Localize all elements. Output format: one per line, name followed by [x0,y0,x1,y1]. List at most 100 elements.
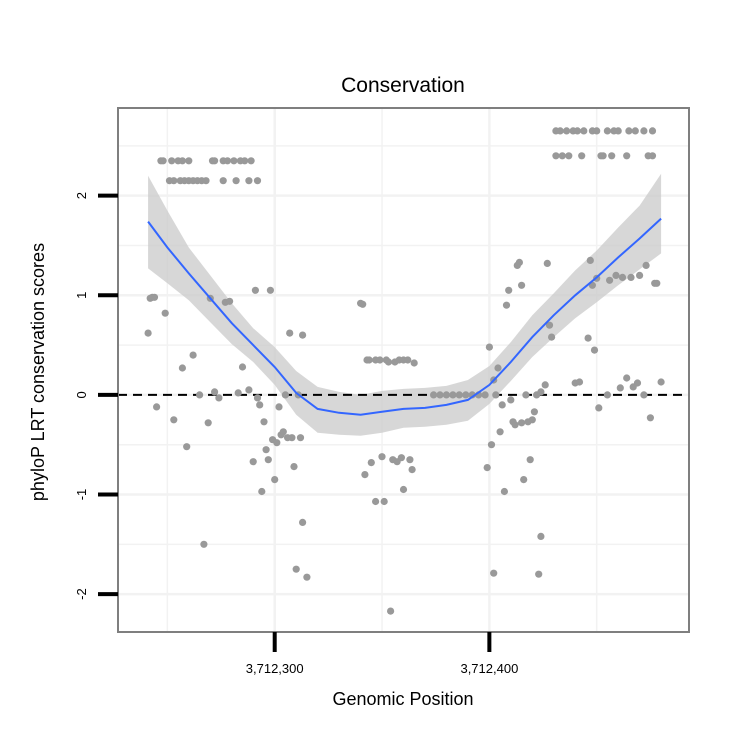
score-point [253,394,262,402]
score-point [288,434,296,442]
score-point [144,329,152,337]
score-point [410,359,418,367]
score-point [290,463,298,471]
score-point [275,403,283,411]
score-point [406,456,414,464]
score-point [226,297,234,305]
score-point [573,127,582,135]
score-point [522,391,530,399]
score-point [262,446,270,454]
x-tick-label: 3,712,300 [246,661,304,676]
score-point [161,309,169,317]
score-point [614,127,622,135]
score-point [361,471,369,479]
score-point [530,408,539,416]
score-point [518,281,526,289]
score-point [189,351,197,359]
score-point [507,396,515,404]
score-point [608,152,616,160]
score-point [586,256,594,264]
score-point [245,177,253,185]
score-point [636,271,644,279]
score-point [462,391,470,399]
score-point [631,127,639,135]
score-point [251,286,259,294]
score-point [219,177,227,185]
y-axis: -2 -1 0 1 2 [74,192,118,600]
x-tick-label: 3,712,400 [460,661,518,676]
y-axis-label: phyloP LRT conservation scores [28,243,48,501]
score-point [256,401,264,409]
score-point [545,321,554,329]
score-point [500,487,508,496]
score-point [303,573,311,581]
score-point [200,540,208,548]
score-point [273,439,281,447]
score-point [153,403,161,411]
score-point [599,152,607,160]
score-point [606,276,614,284]
score-point [170,416,178,424]
score-point [234,389,242,397]
score-point [578,152,586,160]
score-point [253,177,262,185]
score-point [215,394,223,402]
score-point [537,532,545,541]
score-point [372,497,380,506]
score-point [299,518,307,527]
score-point [584,334,592,342]
score-point [376,356,384,364]
score-point [185,157,193,165]
score-point [266,286,274,294]
score-point [264,456,272,464]
score-point [230,157,238,165]
score-point [541,381,549,389]
score-point [258,487,266,496]
score-point [642,261,650,269]
score-point [260,418,268,426]
score-point [384,358,393,366]
score-point [518,419,526,427]
score-point [595,404,603,412]
score-point [487,441,496,449]
score-point [580,127,588,135]
score-point [490,569,498,577]
score-point [616,384,624,392]
score-point [603,127,612,135]
chart-title: Conservation [341,74,465,97]
score-point [537,388,545,396]
score-point [575,378,584,386]
score-point [552,152,560,160]
y-tick-label: 0 [74,391,89,398]
score-point [633,379,642,387]
score-point [211,157,219,165]
score-point [397,454,405,462]
score-point [483,464,491,472]
score-point [593,127,601,135]
score-point [399,485,408,494]
score-point [241,157,249,165]
score-point [612,271,620,279]
score-point [281,391,289,399]
x-axis-label: Genomic Position [332,689,473,709]
score-point [646,414,655,422]
score-point [232,177,240,185]
score-point [494,364,502,372]
score-point [249,458,257,466]
score-point [492,391,500,399]
score-point [296,434,305,442]
score-point [183,443,191,451]
score-point [590,346,599,354]
plot-panel [117,107,690,633]
score-point [618,273,627,281]
score-point [511,421,519,429]
score-point [502,301,511,309]
score-point [481,391,489,399]
score-point [648,152,657,160]
score-point [150,293,159,301]
y-tick-label: 2 [74,192,89,199]
score-point [627,273,635,281]
score-point [408,466,416,474]
score-point [223,157,232,165]
